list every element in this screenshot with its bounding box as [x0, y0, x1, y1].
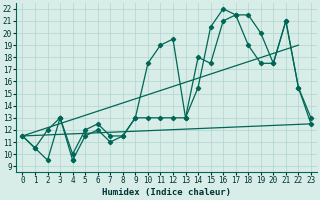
X-axis label: Humidex (Indice chaleur): Humidex (Indice chaleur)	[102, 188, 231, 197]
